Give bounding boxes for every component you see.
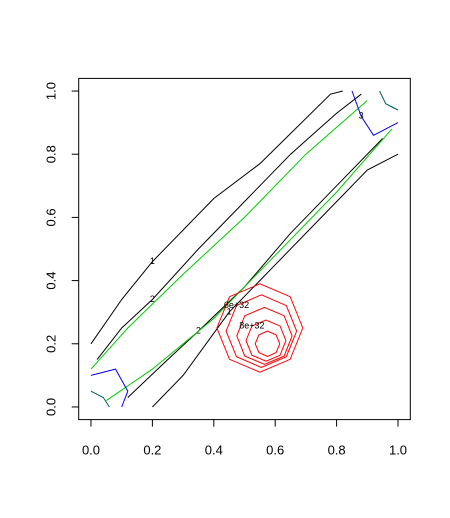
contour-line (127, 138, 384, 398)
y-tick-label: 0.6 (43, 208, 58, 226)
contour-line (90, 368, 129, 408)
contour-label: 2 (150, 294, 155, 304)
contour-line (90, 90, 343, 345)
contour-label: 6e+32 (224, 300, 249, 310)
contour-line (245, 319, 287, 362)
y-tick-label: 0.8 (43, 145, 58, 163)
contour-line (236, 306, 293, 365)
contour-line (90, 100, 368, 370)
contour-label: 1 (150, 256, 155, 266)
contour-line (379, 90, 399, 111)
x-tick-label: 0.6 (266, 442, 284, 457)
contour-label: 1 (227, 307, 232, 317)
x-tick-label: 0.8 (328, 442, 346, 457)
y-tick-label: 1.0 (43, 82, 58, 100)
y-tick-label: 0.0 (43, 398, 58, 416)
contour-line (106, 128, 393, 402)
contour-line (152, 153, 399, 408)
contour-line (351, 90, 399, 136)
x-tick-label: 0.2 (143, 442, 161, 457)
y-tick-label: 0.4 (43, 272, 58, 290)
x-tick-label: 0.0 (82, 442, 100, 457)
contour-label: 8e+32 (239, 320, 264, 330)
x-tick-label: 0.4 (205, 442, 223, 457)
plot-frame (78, 77, 411, 421)
contour-line (216, 283, 304, 373)
contour-line (96, 93, 362, 360)
contour-line (254, 330, 281, 357)
x-tick-label: 1.0 (389, 442, 407, 457)
contour-label: 3 (359, 111, 364, 121)
contour-line (90, 390, 110, 408)
y-tick-label: 0.2 (43, 335, 58, 353)
contour-line (225, 294, 298, 369)
